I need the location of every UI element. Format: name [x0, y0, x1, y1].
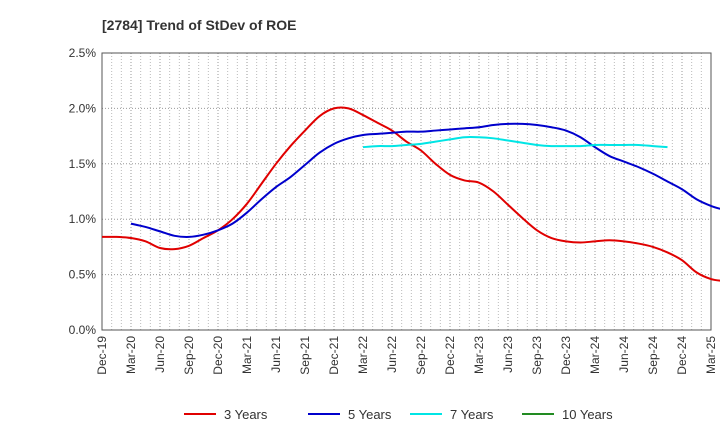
y-tick-label: 2.5%: [69, 46, 97, 60]
y-tick-label: 1.0%: [69, 212, 97, 226]
series-lines: [101, 106, 720, 282]
plot-frame: [101, 52, 712, 331]
chart-title: [2784] Trend of StDev of ROE: [102, 17, 296, 33]
series-line-5-years: [130, 122, 720, 238]
x-tick-label: Dec-24: [675, 336, 689, 375]
x-tick-label: Dec-22: [443, 336, 457, 375]
x-tick-label: Mar-23: [472, 336, 486, 374]
x-tick-label: Jun-22: [385, 336, 399, 373]
series-line-3-years: [101, 106, 720, 282]
legend-label: 10 Years: [562, 407, 613, 422]
x-tick-label: Dec-23: [559, 336, 573, 375]
y-tick-label: 0.5%: [69, 268, 97, 282]
x-tick-label: Dec-21: [327, 336, 341, 375]
x-axis: Dec-19 Mar-20 Jun-20 Sep-20 Dec-20 Mar-21 Jun-…: [95, 336, 718, 375]
legend-label: 3 Years: [224, 407, 268, 422]
legend: 3 Years 5 Years 7 Years 10 Years: [184, 407, 613, 422]
x-tick-label: Sep-21: [298, 336, 312, 375]
x-tick-label: Mar-24: [588, 336, 602, 374]
legend-label: 7 Years: [450, 407, 494, 422]
x-tick-label: Jun-23: [501, 336, 515, 373]
series-line-7-years: [362, 135, 668, 149]
x-tick-label: Mar-21: [240, 336, 254, 374]
x-tick-label: Mar-22: [356, 336, 370, 374]
legend-label: 5 Years: [348, 407, 392, 422]
y-axis: 0.0% 0.5% 1.0% 1.5% 2.0% 2.5%: [69, 46, 97, 337]
x-tick-label: Mar-25: [704, 336, 718, 374]
x-tick-label: Sep-22: [414, 336, 428, 375]
x-tick-label: Sep-23: [530, 336, 544, 375]
x-tick-label: Dec-20: [211, 336, 225, 375]
y-tick-label: 1.5%: [69, 157, 97, 171]
y-tick-label: 0.0%: [69, 323, 97, 337]
grid: [102, 53, 711, 330]
y-tick-label: 2.0%: [69, 101, 97, 115]
x-tick-label: Jun-20: [153, 336, 167, 373]
x-tick-label: Jun-21: [269, 336, 283, 373]
x-tick-label: Mar-20: [124, 336, 138, 374]
x-tick-label: Sep-20: [182, 336, 196, 375]
x-tick-label: Dec-19: [95, 336, 109, 375]
x-tick-label: Jun-24: [617, 336, 631, 373]
x-tick-label: Sep-24: [646, 336, 660, 375]
